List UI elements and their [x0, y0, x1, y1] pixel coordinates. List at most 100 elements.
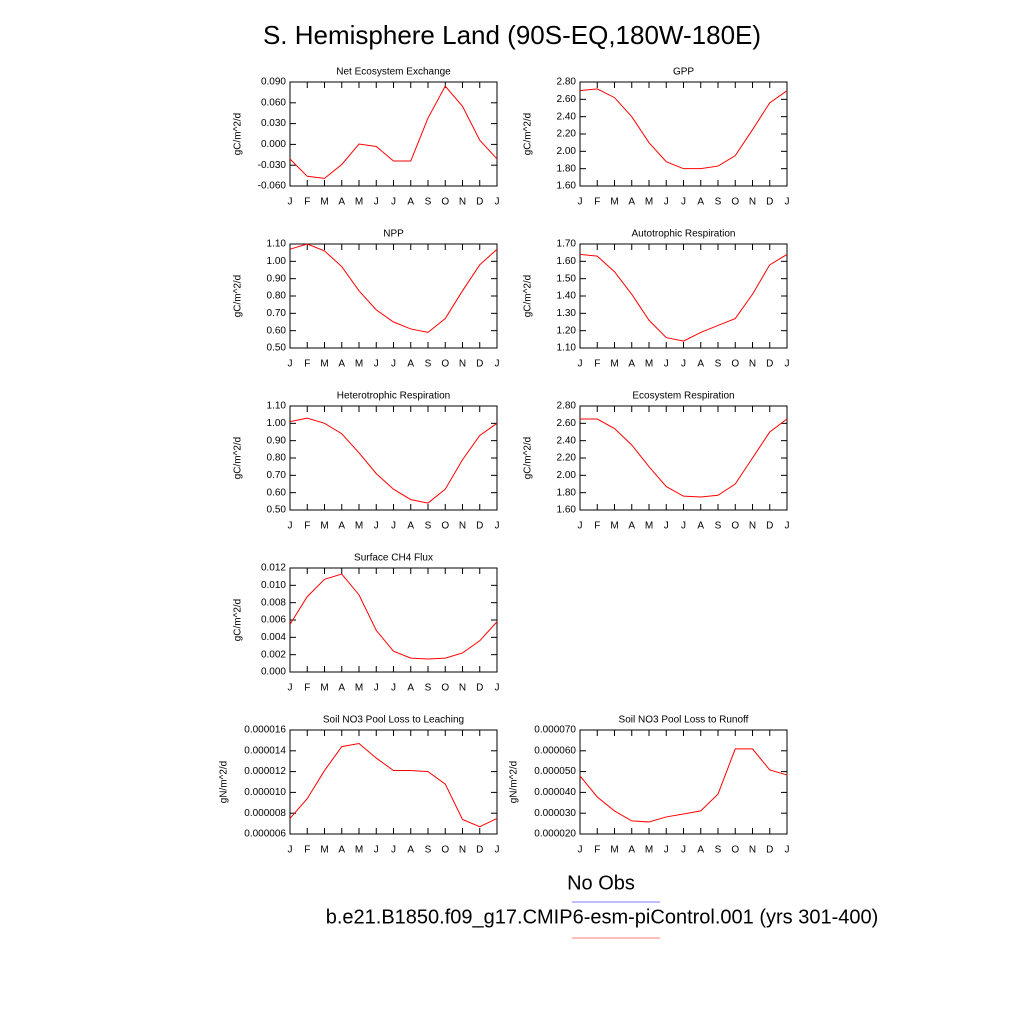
x-tick-label: A: [628, 845, 635, 856]
x-tick-label: O: [441, 521, 449, 532]
x-tick-label: D: [476, 359, 483, 370]
y-tick-label: 0.000016: [244, 725, 286, 736]
data-line: [579, 253, 788, 342]
x-tick-label: F: [594, 845, 600, 856]
y-tick-label: 1.80: [557, 487, 577, 498]
x-tick-label: J: [495, 521, 500, 532]
panel-title: Heterotrophic Respiration: [337, 391, 450, 402]
figure-title: S. Hemisphere Land (90S-EQ,180W-180E): [263, 20, 761, 50]
x-tick-label: J: [578, 197, 583, 208]
y-tick-label: 2.80: [557, 77, 577, 88]
y-tick-label: 2.60: [557, 418, 577, 429]
x-tick-label: F: [594, 359, 600, 370]
x-tick-label: M: [610, 197, 618, 208]
y-tick-label: 0.50: [267, 505, 287, 516]
plot-frame: [289, 81, 498, 187]
x-tick-label: J: [495, 683, 500, 694]
y-tick-label: 2.80: [557, 401, 577, 412]
x-tick-label: J: [288, 845, 293, 856]
y-tick-label: 0.002: [261, 649, 286, 660]
y-tick-label: 1.10: [267, 239, 287, 250]
x-tick-label: J: [785, 845, 790, 856]
x-tick-label: J: [664, 521, 669, 532]
x-tick-label: J: [495, 197, 500, 208]
y-tick-label: 1.20: [557, 325, 577, 336]
plot-frame: [289, 567, 498, 673]
x-tick-label: N: [749, 845, 756, 856]
data-line: [289, 85, 498, 179]
x-tick-label: D: [766, 845, 773, 856]
x-tick-label: A: [697, 359, 704, 370]
x-tick-label: M: [645, 197, 653, 208]
x-tick-label: J: [664, 845, 669, 856]
y-tick-label: 0.000: [261, 139, 286, 150]
panel-title: Net Ecosystem Exchange: [336, 67, 451, 78]
x-tick-label: O: [441, 359, 449, 370]
y-tick-label: 0.000070: [534, 725, 576, 736]
data-line: [289, 742, 498, 828]
x-tick-label: M: [355, 359, 363, 370]
x-tick-label: M: [645, 521, 653, 532]
x-tick-label: J: [495, 845, 500, 856]
y-axis-label: gC/m^2/d: [523, 113, 534, 156]
y-tick-label: 2.40: [557, 111, 577, 122]
x-tick-label: D: [766, 521, 773, 532]
x-tick-label: A: [407, 359, 414, 370]
x-tick-label: S: [425, 197, 432, 208]
y-tick-label: 0.000006: [244, 829, 286, 840]
x-tick-label: J: [374, 845, 379, 856]
y-tick-label: 2.40: [557, 435, 577, 446]
x-tick-label: N: [459, 359, 466, 370]
x-tick-label: J: [785, 359, 790, 370]
x-tick-label: S: [715, 521, 722, 532]
x-tick-label: S: [715, 197, 722, 208]
x-tick-label: J: [288, 197, 293, 208]
x-tick-label: J: [374, 359, 379, 370]
x-tick-label: J: [391, 197, 396, 208]
x-tick-label: N: [749, 197, 756, 208]
x-tick-label: A: [628, 359, 635, 370]
y-tick-label: 0.008: [261, 597, 286, 608]
y-tick-label: 0.80: [267, 291, 287, 302]
y-tick-label: 0.000014: [244, 745, 286, 756]
y-tick-label: 2.20: [557, 453, 577, 464]
plot-frame: [289, 729, 498, 835]
x-tick-label: F: [304, 521, 310, 532]
y-tick-label: 0.000010: [244, 787, 286, 798]
y-axis-label: gC/m^2/d: [233, 437, 244, 480]
panel-title: Autotrophic Respiration: [632, 229, 736, 240]
x-tick-label: A: [697, 845, 704, 856]
x-tick-label: J: [288, 359, 293, 370]
x-tick-label: J: [391, 845, 396, 856]
y-tick-label: 1.10: [267, 401, 287, 412]
x-tick-label: J: [681, 845, 686, 856]
y-tick-label: 0.60: [267, 487, 287, 498]
x-tick-label: O: [731, 845, 739, 856]
y-tick-label: 1.30: [557, 308, 577, 319]
x-tick-label: J: [391, 683, 396, 694]
y-tick-label: 1.50: [557, 273, 577, 284]
x-tick-label: A: [338, 359, 345, 370]
x-tick-label: O: [441, 197, 449, 208]
x-tick-label: M: [610, 359, 618, 370]
y-tick-label: 2.00: [557, 470, 577, 481]
x-tick-label: J: [374, 521, 379, 532]
x-tick-label: N: [459, 683, 466, 694]
x-tick-label: M: [320, 359, 328, 370]
y-tick-label: 0.60: [267, 325, 287, 336]
y-axis-label: gC/m^2/d: [523, 437, 534, 480]
y-tick-label: 0.000030: [534, 808, 576, 819]
x-tick-label: O: [731, 197, 739, 208]
x-tick-label: A: [407, 521, 414, 532]
x-tick-label: J: [288, 521, 293, 532]
panel-title: Surface CH4 Flux: [354, 553, 433, 564]
y-tick-label: 0.010: [261, 580, 286, 591]
data-line: [579, 748, 788, 823]
data-line: [289, 417, 498, 504]
data-line: [289, 573, 498, 660]
x-tick-label: D: [766, 197, 773, 208]
x-tick-label: J: [578, 521, 583, 532]
x-tick-label: J: [374, 197, 379, 208]
